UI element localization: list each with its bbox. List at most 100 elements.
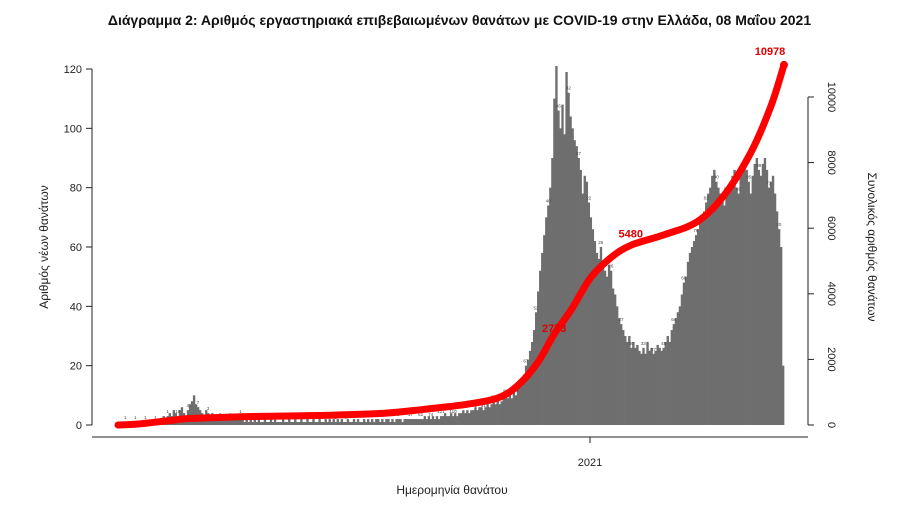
bar (476, 410, 479, 425)
bar (229, 419, 232, 425)
bar-value-label: 88 (756, 163, 762, 168)
bar-value-label: 1 (124, 415, 127, 420)
bar (593, 241, 597, 425)
bar (589, 217, 593, 425)
bar (468, 413, 471, 425)
bar (334, 422, 337, 425)
bar (225, 419, 228, 425)
bar (352, 419, 356, 425)
x-tick-label: 2021 (578, 457, 602, 469)
right-tick-label: 2000 (825, 347, 837, 371)
bar (360, 422, 364, 425)
bar (366, 419, 370, 425)
bar (379, 422, 382, 425)
bar (188, 404, 192, 425)
bar (777, 229, 781, 425)
bar (500, 401, 503, 425)
bar (518, 386, 522, 425)
bar (192, 395, 196, 425)
bar (522, 374, 526, 425)
annotations-layer: 2773 5480 10978 (542, 46, 788, 335)
bar (320, 422, 323, 425)
bars-layer (118, 66, 785, 426)
bar (478, 407, 481, 425)
bar (425, 419, 429, 425)
bar-value-label: 92 (736, 187, 742, 192)
bar (405, 419, 408, 425)
bar (520, 380, 524, 425)
bar (362, 419, 366, 425)
bar (342, 422, 346, 425)
bar (599, 247, 603, 425)
x-ticks: 2021 (578, 437, 602, 469)
bar (296, 422, 299, 425)
bar (735, 187, 738, 425)
bar (433, 419, 437, 425)
bar (751, 175, 754, 425)
bar (411, 419, 414, 425)
bar (646, 341, 649, 425)
bar (630, 347, 633, 425)
bar (364, 422, 368, 425)
bar (701, 217, 704, 425)
bar (674, 318, 678, 425)
bar (634, 347, 637, 425)
right-tick-label: 6000 (825, 216, 837, 240)
bar (350, 422, 354, 425)
bar (703, 211, 706, 425)
bar (373, 422, 376, 425)
bar (251, 422, 254, 425)
bar (219, 419, 222, 425)
bar (569, 116, 572, 425)
bar (502, 398, 505, 425)
bar (753, 163, 757, 425)
bar (666, 336, 669, 425)
bar (371, 419, 374, 425)
bar (591, 229, 595, 425)
bar (640, 353, 643, 425)
bar (369, 422, 372, 425)
bar (670, 330, 674, 425)
bar-value-label: 3 (207, 406, 210, 411)
bar (603, 270, 607, 425)
bar (375, 419, 378, 425)
bar (763, 158, 767, 425)
bar (767, 187, 771, 425)
bar (611, 288, 615, 425)
bar (567, 92, 570, 425)
bar (688, 252, 692, 425)
bar (711, 175, 714, 425)
bar (545, 217, 548, 425)
bar (215, 419, 218, 425)
bar (486, 404, 489, 425)
bar (419, 419, 422, 425)
bar (694, 235, 698, 425)
bar (737, 193, 740, 425)
bar (739, 175, 742, 425)
bar (672, 324, 676, 425)
bar (541, 252, 544, 425)
bar (288, 419, 291, 425)
bar (715, 181, 718, 425)
bar (761, 163, 765, 425)
bar (733, 169, 736, 425)
bar-value-label: 110 (449, 409, 457, 414)
bar (304, 422, 307, 425)
bar (743, 158, 746, 425)
bar (676, 312, 680, 425)
bar (512, 392, 516, 425)
bar (654, 350, 657, 425)
bar (585, 181, 588, 425)
bar (273, 419, 277, 425)
bar (330, 422, 333, 425)
x-axis-title: Ημερομηνία θανάτου (396, 483, 507, 497)
bar (664, 341, 667, 425)
bar (439, 416, 443, 425)
bar (267, 422, 271, 425)
bar (395, 419, 398, 425)
bar (713, 169, 716, 425)
bar (745, 169, 748, 425)
bar-value-label: 30 (629, 341, 635, 346)
bar (312, 419, 315, 425)
bar (642, 347, 645, 425)
